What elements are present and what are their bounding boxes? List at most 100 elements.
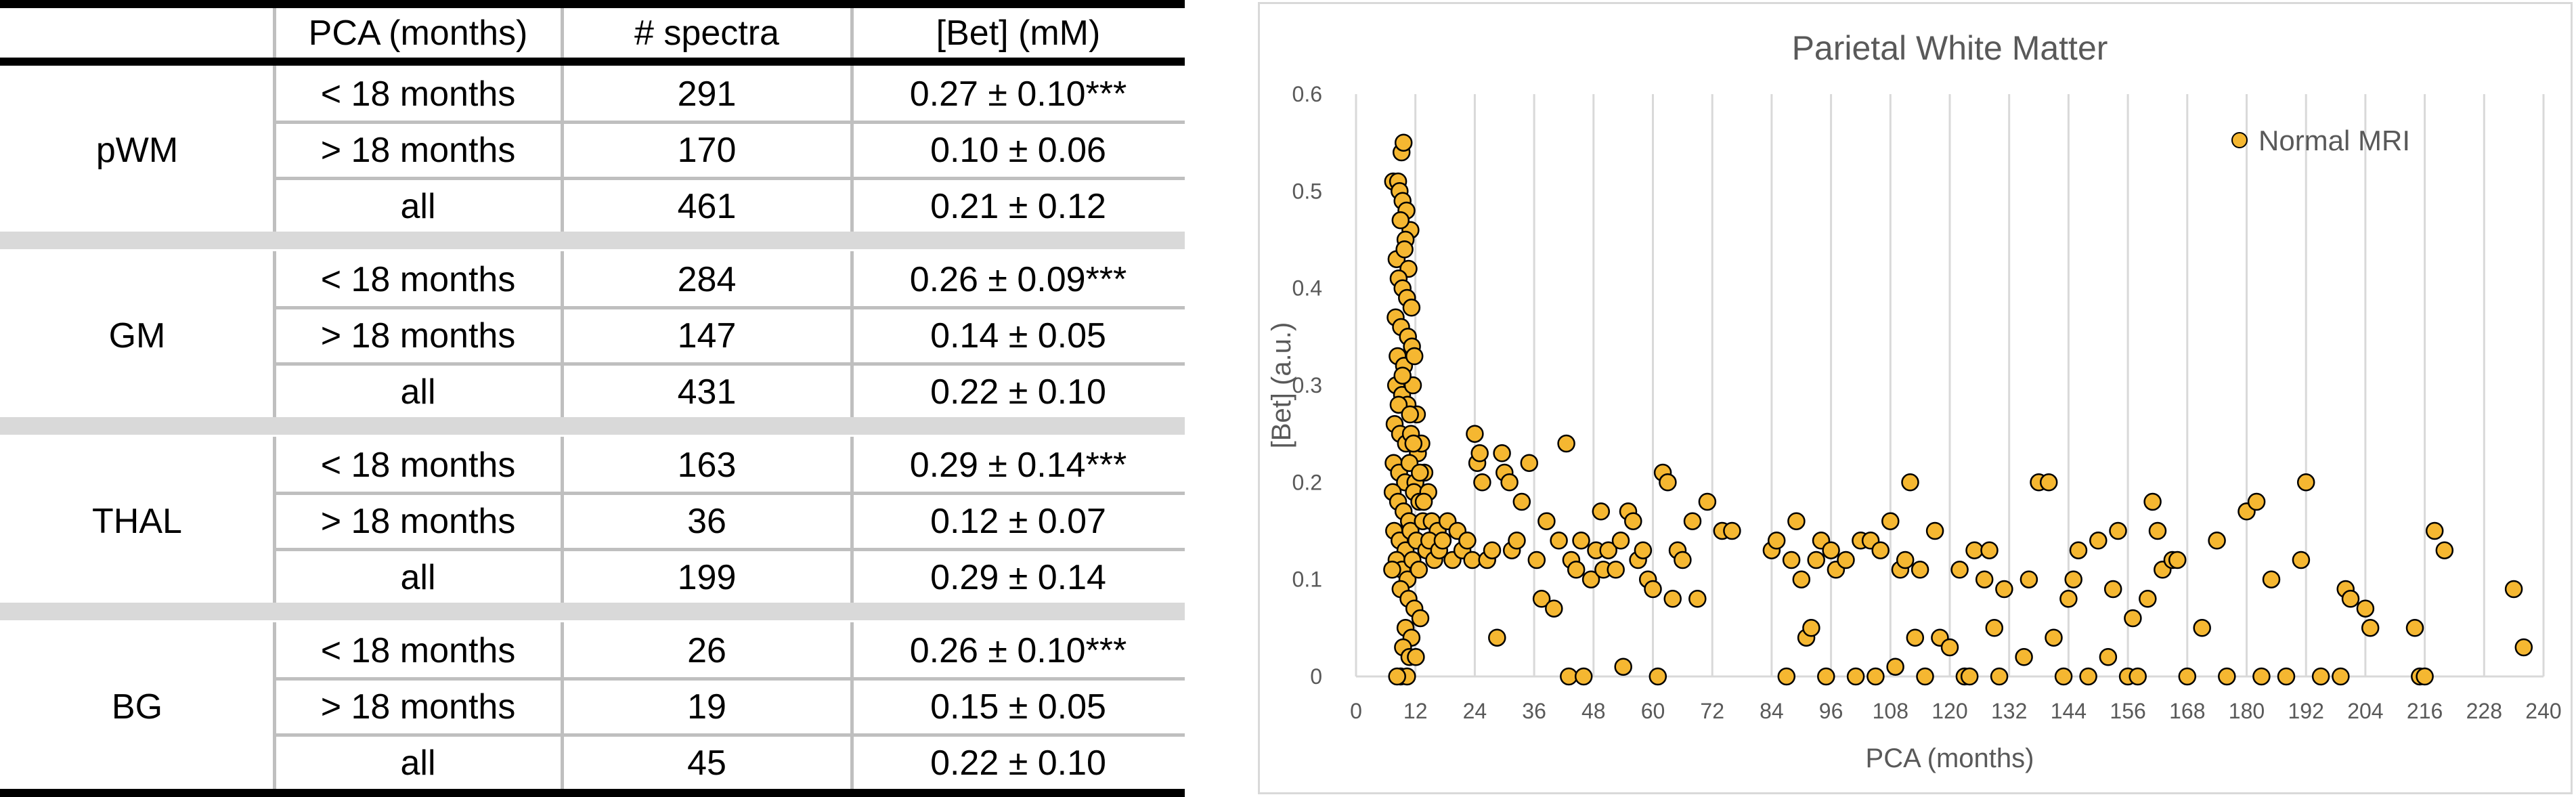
data-point bbox=[2015, 648, 2033, 666]
table-region-label: GM bbox=[108, 316, 166, 356]
data-point bbox=[1822, 541, 1840, 559]
table-col-divider bbox=[273, 437, 276, 605]
x-tick-label: 12 bbox=[1403, 699, 1428, 723]
table-group-separator bbox=[0, 417, 1185, 435]
table-cell-bet: 0.27 ± 0.10*** bbox=[909, 74, 1127, 114]
table-col-divider bbox=[850, 66, 854, 234]
table-cell-spectra: 461 bbox=[677, 186, 737, 226]
y-axis-label: [Bet] (a.u.) bbox=[1267, 322, 1296, 449]
table-cell-bet: 0.22 ± 0.10 bbox=[930, 372, 1106, 412]
data-point bbox=[2405, 619, 2424, 637]
x-tick-label: 204 bbox=[2347, 699, 2383, 723]
data-point bbox=[1777, 667, 1796, 686]
data-point bbox=[1644, 580, 1662, 599]
table-row-rule bbox=[274, 362, 1185, 366]
scatter-chart: Parietal White Matter 0 12 24 36 48 60 72 84 96 10… bbox=[1267, 29, 2562, 773]
table-cell-bet: 0.29 ± 0.14*** bbox=[909, 445, 1127, 485]
data-point bbox=[2089, 532, 2108, 550]
table-col-divider bbox=[561, 251, 564, 420]
data-point bbox=[1624, 512, 1642, 530]
data-point bbox=[1698, 492, 1717, 511]
y-tick-label: 0.2 bbox=[1292, 470, 1322, 494]
data-point bbox=[1817, 667, 1835, 686]
data-point bbox=[2435, 541, 2454, 559]
table-row-rule bbox=[274, 177, 1185, 180]
data-point bbox=[2356, 599, 2375, 618]
table-col-divider bbox=[561, 8, 564, 58]
data-point bbox=[1896, 551, 1915, 569]
table-row-rule bbox=[274, 306, 1185, 309]
data-point bbox=[1659, 473, 1677, 492]
table-header-cell bbox=[0, 8, 274, 58]
x-tick-label: 72 bbox=[1700, 699, 1724, 723]
table-cell-spectra: 36 bbox=[687, 501, 726, 541]
data-point bbox=[1527, 551, 1546, 569]
data-point bbox=[1401, 405, 1419, 424]
data-point bbox=[1458, 532, 1477, 550]
table-cell-pca: all bbox=[400, 743, 436, 783]
table-cell-pca: < 18 months bbox=[320, 259, 516, 299]
data-point bbox=[2311, 667, 2330, 686]
data-point bbox=[1574, 667, 1593, 686]
x-tick-label: 108 bbox=[1873, 699, 1908, 723]
data-point bbox=[2178, 667, 2197, 686]
data-point bbox=[1414, 492, 1433, 511]
x-tick-label: 180 bbox=[2229, 699, 2265, 723]
table-region-label: BG bbox=[111, 687, 163, 727]
data-point bbox=[1837, 551, 1855, 569]
data-point bbox=[2064, 570, 2082, 588]
data-point bbox=[1940, 638, 1959, 657]
data-point bbox=[1846, 667, 1865, 686]
data-point bbox=[2129, 667, 2147, 686]
data-point bbox=[1550, 532, 1568, 550]
table-col-divider bbox=[850, 437, 854, 605]
table-cell-spectra: 147 bbox=[677, 316, 737, 356]
data-point bbox=[1581, 570, 1600, 588]
data-point bbox=[2103, 580, 2122, 599]
data-point bbox=[1916, 667, 1934, 686]
table-col-divider bbox=[850, 622, 854, 791]
data-point bbox=[1925, 521, 1944, 540]
data-point bbox=[1483, 541, 1502, 559]
data-point bbox=[2514, 638, 2533, 657]
table-cell-pca: < 18 months bbox=[320, 74, 516, 114]
data-point bbox=[1807, 551, 1825, 569]
x-tick-label: 48 bbox=[1581, 699, 1606, 723]
table-cell-bet: 0.29 ± 0.14 bbox=[930, 557, 1106, 597]
table-cell-spectra: 284 bbox=[677, 259, 737, 299]
table-cell-spectra: 170 bbox=[677, 130, 737, 170]
data-point bbox=[1394, 133, 1413, 152]
data-point bbox=[1663, 590, 1682, 608]
data-point bbox=[1911, 561, 1929, 579]
table-cell-pca: > 18 months bbox=[320, 687, 516, 727]
table-cell-bet: 0.26 ± 0.09*** bbox=[909, 259, 1127, 299]
data-point bbox=[1488, 628, 1506, 647]
data-point bbox=[1607, 561, 1625, 579]
table-header-cell: PCA (months) bbox=[308, 13, 528, 53]
data-point bbox=[1433, 532, 1452, 550]
table-group-separator bbox=[0, 603, 1185, 620]
x-tick-label: 36 bbox=[1522, 699, 1546, 723]
data-point bbox=[2168, 551, 2187, 569]
legend-label: Normal MRI bbox=[2258, 125, 2410, 156]
table-cell-bet: 0.21 ± 0.12 bbox=[930, 186, 1106, 226]
data-point bbox=[1871, 541, 1890, 559]
table-row-rule bbox=[274, 492, 1185, 495]
data-point bbox=[1402, 299, 1421, 317]
data-point bbox=[1886, 658, 1904, 676]
y-tick-label: 0.5 bbox=[1292, 179, 1322, 203]
data-point bbox=[1520, 454, 1539, 472]
data-point bbox=[1393, 366, 1412, 385]
x-tick-label: 120 bbox=[1931, 699, 1967, 723]
data-point bbox=[1881, 512, 1900, 530]
data-point bbox=[1557, 434, 1575, 453]
table-cell-spectra: 291 bbox=[677, 74, 737, 114]
data-point bbox=[2148, 521, 2167, 540]
chart-title: Parietal White Matter bbox=[1792, 29, 2108, 67]
data-point bbox=[1975, 570, 1994, 588]
data-point bbox=[2099, 648, 2118, 666]
data-point bbox=[1901, 473, 1919, 492]
table-cell-bet: 0.10 ± 0.06 bbox=[930, 130, 1106, 170]
data-point bbox=[2045, 628, 2063, 647]
data-point bbox=[1995, 580, 2013, 599]
